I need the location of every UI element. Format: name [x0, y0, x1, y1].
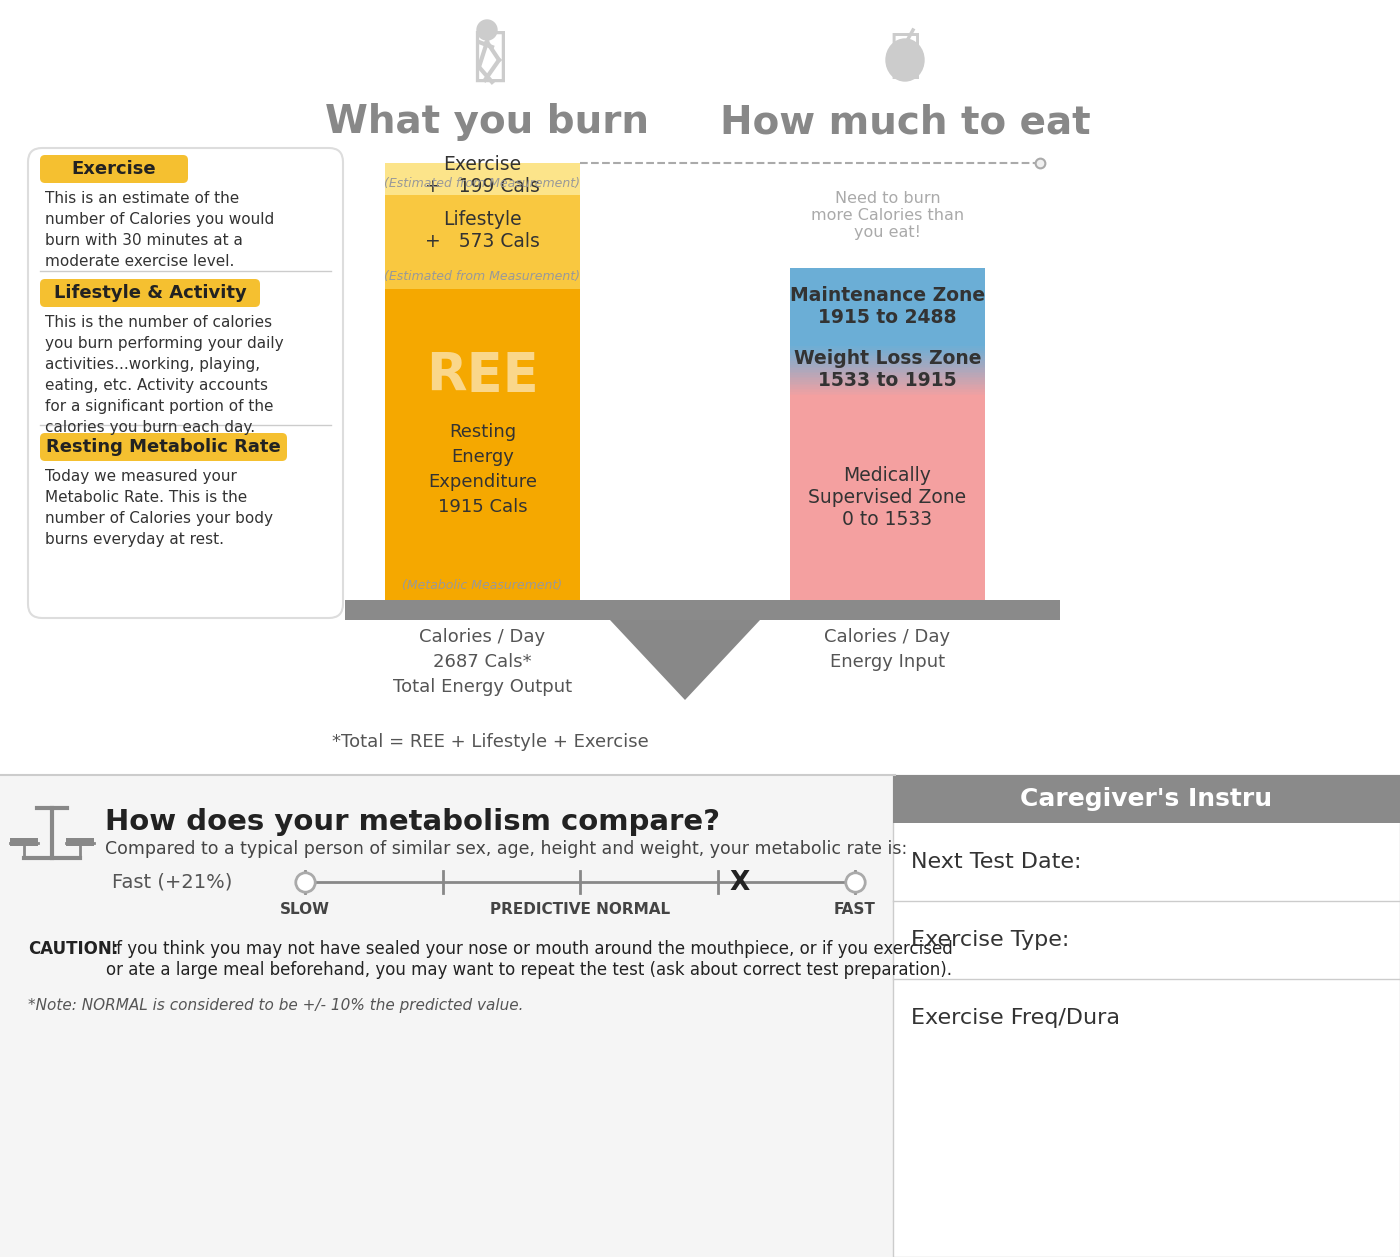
Bar [790, 387, 986, 390]
Text: Lifestyle & Activity: Lifestyle & Activity [53, 284, 246, 302]
Bar [790, 358, 986, 361]
FancyBboxPatch shape [41, 279, 260, 307]
Text: (Metabolic Measurement): (Metabolic Measurement) [402, 579, 563, 592]
Bar [790, 348, 986, 349]
Text: If you think you may not have sealed your nose or mouth around the mouthpiece, o: If you think you may not have sealed you… [106, 940, 953, 979]
Bar [893, 776, 1400, 823]
Bar [385, 195, 580, 289]
Text: Calories / Day
Energy Input: Calories / Day Energy Input [825, 628, 951, 671]
Bar [790, 365, 986, 367]
Bar [790, 380, 986, 382]
Bar [790, 393, 986, 396]
Bar [790, 353, 986, 356]
Circle shape [477, 20, 497, 40]
Bar [790, 383, 986, 386]
Text: What you burn: What you burn [325, 103, 650, 141]
Text: Resting Metabolic Rate: Resting Metabolic Rate [46, 437, 280, 456]
Bar [790, 391, 986, 392]
Bar [790, 349, 986, 352]
Text: Today we measured your
Metabolic Rate. This is the
number of Calories your body
: Today we measured your Metabolic Rate. T… [45, 469, 273, 547]
FancyBboxPatch shape [41, 432, 287, 461]
Text: Resting
Energy
Expenditure
1915 Cals: Resting Energy Expenditure 1915 Cals [428, 422, 538, 515]
Bar [790, 268, 986, 344]
Bar [790, 378, 986, 381]
Bar [790, 356, 986, 358]
Bar [790, 370, 986, 372]
Bar [790, 372, 986, 373]
Text: *Total = REE + Lifestyle + Exercise: *Total = REE + Lifestyle + Exercise [332, 733, 648, 750]
FancyBboxPatch shape [41, 155, 188, 184]
Text: CAUTION:: CAUTION: [28, 940, 119, 958]
Bar [790, 396, 986, 600]
Text: (Estimated from Measurement): (Estimated from Measurement) [385, 177, 581, 190]
Bar [790, 346, 986, 348]
Text: Next Test Date:: Next Test Date: [911, 852, 1081, 872]
Bar [790, 388, 986, 391]
Polygon shape [610, 620, 760, 700]
Text: ⛹: ⛹ [473, 26, 507, 83]
Text: How much to eat: How much to eat [720, 103, 1091, 141]
Text: Compared to a typical person of similar sex, age, height and weight, your metabo: Compared to a typical person of similar … [105, 840, 907, 859]
Bar [790, 351, 986, 353]
Text: Calories / Day
2687 Cals*
Total Energy Output: Calories / Day 2687 Cals* Total Energy O… [393, 628, 573, 696]
Text: PREDICTIVE NORMAL: PREDICTIVE NORMAL [490, 903, 671, 918]
Bar [790, 344, 986, 347]
Bar [790, 375, 986, 377]
Bar [344, 600, 1060, 620]
Bar [790, 367, 986, 368]
Text: (Estimated from Measurement): (Estimated from Measurement) [385, 270, 581, 283]
Text: :  [889, 29, 921, 80]
Bar [790, 362, 986, 363]
Text: FAST: FAST [834, 903, 876, 918]
Bar [790, 377, 986, 378]
Text: Exercise: Exercise [71, 160, 157, 178]
Text: Fast (+21%): Fast (+21%) [112, 872, 232, 891]
Bar [790, 373, 986, 376]
Text: *Note: NORMAL is considered to be +/- 10% the predicted value.: *Note: NORMAL is considered to be +/- 10… [28, 998, 524, 1013]
Text: SLOW: SLOW [280, 903, 330, 918]
Text: Caregiver's Instru: Caregiver's Instru [1021, 787, 1273, 811]
Ellipse shape [886, 39, 924, 80]
Text: How does your metabolism compare?: How does your metabolism compare? [105, 808, 720, 836]
Text: This is an estimate of the
number of Calories you would
burn with 30 minutes at : This is an estimate of the number of Cal… [45, 191, 274, 269]
Text: X: X [729, 870, 749, 896]
Bar [893, 776, 1400, 1257]
Bar [790, 368, 986, 371]
Bar [790, 382, 986, 385]
Bar [790, 354, 986, 357]
Bar [790, 360, 986, 362]
Bar [385, 163, 580, 195]
Bar [0, 776, 895, 1257]
Text: Medically
Supervised Zone
0 to 1533: Medically Supervised Zone 0 to 1533 [808, 466, 966, 529]
Bar [790, 363, 986, 366]
Text: Weight Loss Zone
1533 to 1915: Weight Loss Zone 1533 to 1915 [794, 349, 981, 391]
Text: REE: REE [426, 349, 539, 402]
Text: Maintenance Zone
1915 to 2488: Maintenance Zone 1915 to 2488 [790, 285, 986, 327]
FancyBboxPatch shape [28, 148, 343, 618]
Text: This is the number of calories
you burn performing your daily
activities...worki: This is the number of calories you burn … [45, 316, 284, 435]
Text: Exercise Freq/Dura: Exercise Freq/Dura [911, 1008, 1120, 1028]
Bar [790, 385, 986, 387]
Text: Need to burn
more Calories than
you eat!: Need to burn more Calories than you eat! [811, 191, 965, 240]
Bar [385, 289, 580, 600]
Bar [10, 838, 38, 846]
Text: Lifestyle
+   573 Cals: Lifestyle + 573 Cals [426, 210, 540, 251]
Text: Exercise Type:: Exercise Type: [911, 930, 1070, 950]
Bar [66, 838, 94, 846]
Bar [790, 392, 986, 395]
Text: Exercise
+   199 Cals: Exercise + 199 Cals [426, 155, 540, 196]
